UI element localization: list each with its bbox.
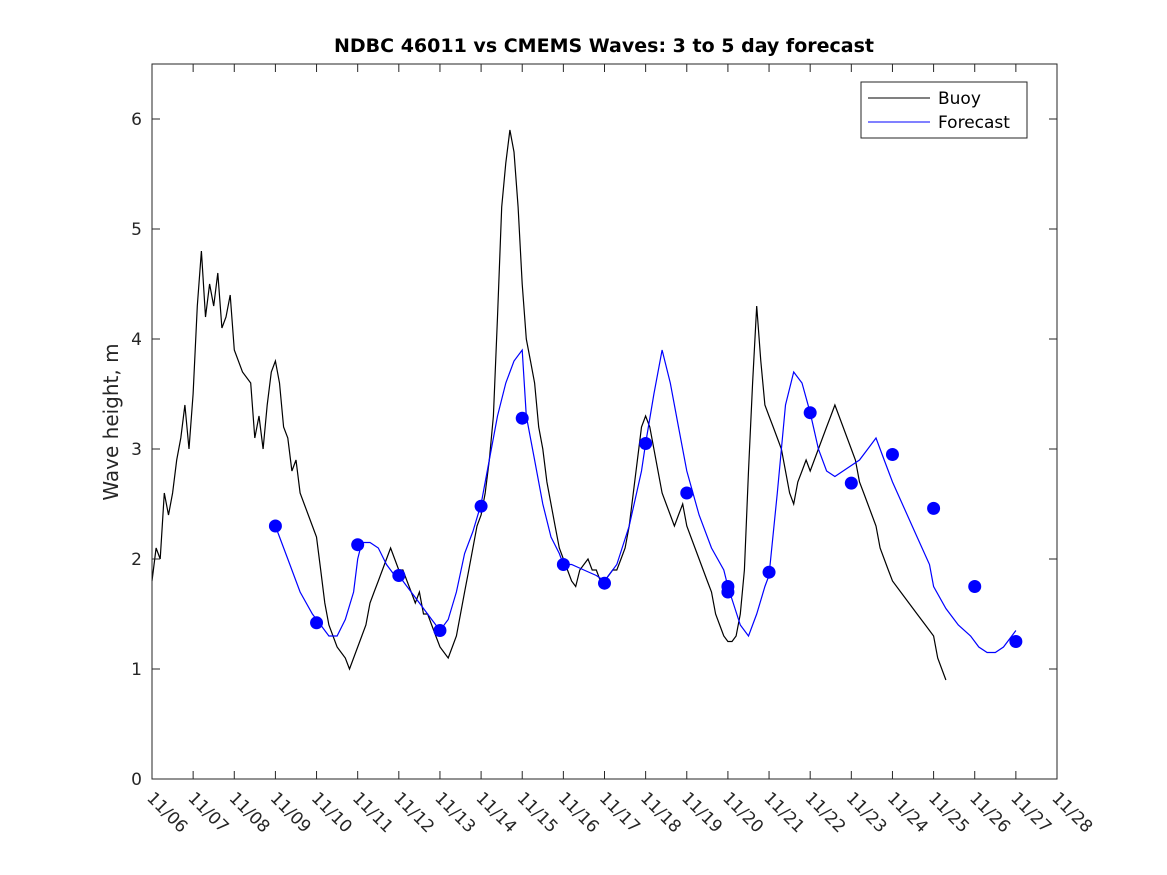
forecast-marker-12 bbox=[721, 586, 734, 599]
forecast-marker-4 bbox=[433, 624, 446, 637]
y-tick-label: 0 bbox=[131, 770, 142, 790]
y-tick-label: 2 bbox=[131, 550, 142, 570]
forecast-marker-7 bbox=[557, 558, 570, 571]
forecast-marker-1 bbox=[310, 616, 323, 629]
forecast-marker-10 bbox=[680, 487, 693, 500]
forecast-marker-16 bbox=[886, 448, 899, 461]
forecast-marker-6 bbox=[516, 412, 529, 425]
y-tick-label: 4 bbox=[131, 330, 142, 350]
y-axis-label: Wave height, m bbox=[99, 343, 123, 500]
chart-title: NDBC 46011 vs CMEMS Waves: 3 to 5 day fo… bbox=[334, 35, 874, 57]
forecast-marker-17 bbox=[927, 502, 940, 515]
forecast-marker-15 bbox=[845, 477, 858, 490]
legend-buoy-label: Buoy bbox=[938, 89, 981, 109]
chart: NDBC 46011 vs CMEMS Waves: 3 to 5 day fo… bbox=[0, 0, 1167, 875]
forecast-marker-3 bbox=[392, 569, 405, 582]
legend-forecast-label: Forecast bbox=[938, 113, 1010, 133]
forecast-marker-19 bbox=[1009, 635, 1022, 648]
forecast-marker-8 bbox=[598, 577, 611, 590]
forecast-marker-18 bbox=[968, 580, 981, 593]
legend: Buoy Forecast bbox=[861, 82, 1027, 138]
y-tick-label: 1 bbox=[131, 660, 142, 680]
forecast-marker-0 bbox=[269, 520, 282, 533]
y-tick-label: 3 bbox=[131, 440, 142, 460]
forecast-marker-13 bbox=[763, 566, 776, 579]
y-tick-label: 6 bbox=[131, 110, 142, 130]
forecast-marker-9 bbox=[639, 437, 652, 450]
forecast-marker-14 bbox=[804, 406, 817, 419]
forecast-marker-2 bbox=[351, 538, 364, 551]
y-tick-label: 5 bbox=[131, 220, 142, 240]
forecast-marker-5 bbox=[475, 500, 488, 513]
